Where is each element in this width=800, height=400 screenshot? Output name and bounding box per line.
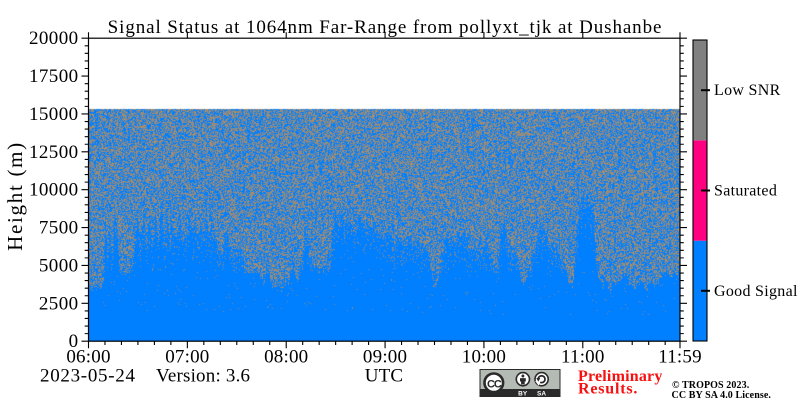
svg-text:12500: 12500 (29, 142, 79, 163)
svg-text:Low SNR: Low SNR (714, 82, 781, 99)
svg-text:Signal Status at 1064nm Far-Ra: Signal Status at 1064nm Far-Range from p… (108, 17, 663, 38)
svg-text:Height (m): Height (m) (3, 141, 27, 251)
svg-text:11:59: 11:59 (658, 347, 702, 368)
svg-text:Results.: Results. (578, 381, 638, 398)
svg-text:17500: 17500 (29, 66, 79, 87)
svg-text:Preliminary: Preliminary (578, 368, 663, 385)
svg-text:© TROPOS 2023.: © TROPOS 2023. (672, 380, 750, 391)
svg-text:07:00: 07:00 (165, 347, 209, 368)
svg-text:CC: CC (487, 378, 502, 390)
svg-text:Saturated: Saturated (714, 183, 777, 200)
svg-text:Good Signal: Good Signal (714, 283, 798, 300)
svg-text:SA: SA (537, 391, 546, 398)
svg-text:UTC: UTC (365, 366, 404, 387)
svg-text:5000: 5000 (39, 255, 79, 276)
svg-text:06:00: 06:00 (66, 347, 110, 368)
svg-text:11:00: 11:00 (561, 347, 605, 368)
svg-text:09:00: 09:00 (363, 347, 407, 368)
svg-text:0: 0 (69, 331, 79, 352)
svg-text:Version: 3.6: Version: 3.6 (156, 366, 250, 387)
svg-text:10000: 10000 (29, 180, 79, 201)
svg-text:08:00: 08:00 (264, 347, 308, 368)
svg-text:CC BY SA 4.0 License.: CC BY SA 4.0 License. (672, 390, 772, 400)
svg-text:15000: 15000 (29, 104, 79, 125)
svg-text:7500: 7500 (39, 218, 79, 239)
svg-text:BY: BY (518, 391, 528, 398)
svg-text:2500: 2500 (39, 293, 79, 314)
svg-text:20000: 20000 (29, 28, 79, 49)
svg-text:2023-05-24: 2023-05-24 (40, 366, 136, 387)
svg-text:10:00: 10:00 (462, 347, 506, 368)
